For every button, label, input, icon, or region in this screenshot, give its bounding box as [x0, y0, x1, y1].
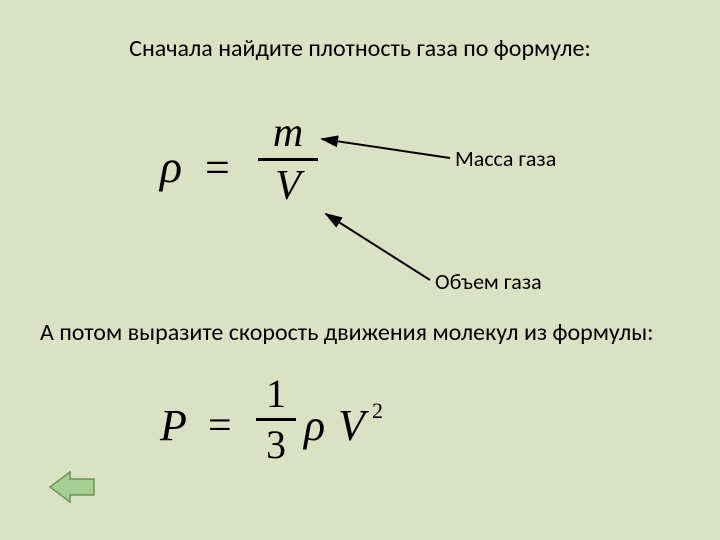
title-text: Сначала найдите плотность газа по формул…	[60, 34, 660, 63]
slide: Сначала найдите плотность газа по формул…	[0, 0, 720, 540]
symbol-p: P	[160, 400, 187, 451]
instruction-text: А потом выразите скорость движения молек…	[40, 318, 680, 347]
fraction: m V	[258, 112, 318, 207]
symbol-v-2: V	[338, 400, 365, 451]
denominator-3: 3	[256, 425, 296, 465]
fraction-2: 1 3	[256, 374, 296, 465]
fraction-bar-2	[256, 418, 296, 421]
density-formula: ρ = m V	[160, 110, 380, 220]
denominator-v: V	[258, 165, 318, 207]
pressure-formula: P = 1 3 ρ V 2	[160, 370, 420, 480]
symbol-rho-2: ρ	[304, 400, 325, 451]
symbol-equals: =	[205, 142, 230, 193]
symbol-equals-2: =	[208, 402, 232, 450]
symbol-rho: ρ	[160, 140, 182, 193]
fraction-bar	[258, 158, 318, 161]
numerator-1: 1	[256, 374, 296, 414]
prev-arrow-icon	[48, 470, 96, 504]
prev-button[interactable]	[48, 470, 96, 504]
label-mass: Масса газа	[455, 145, 556, 172]
numerator-m: m	[258, 112, 318, 154]
exponent-2: 2	[372, 398, 383, 424]
label-volume: Объем газа	[435, 268, 542, 295]
